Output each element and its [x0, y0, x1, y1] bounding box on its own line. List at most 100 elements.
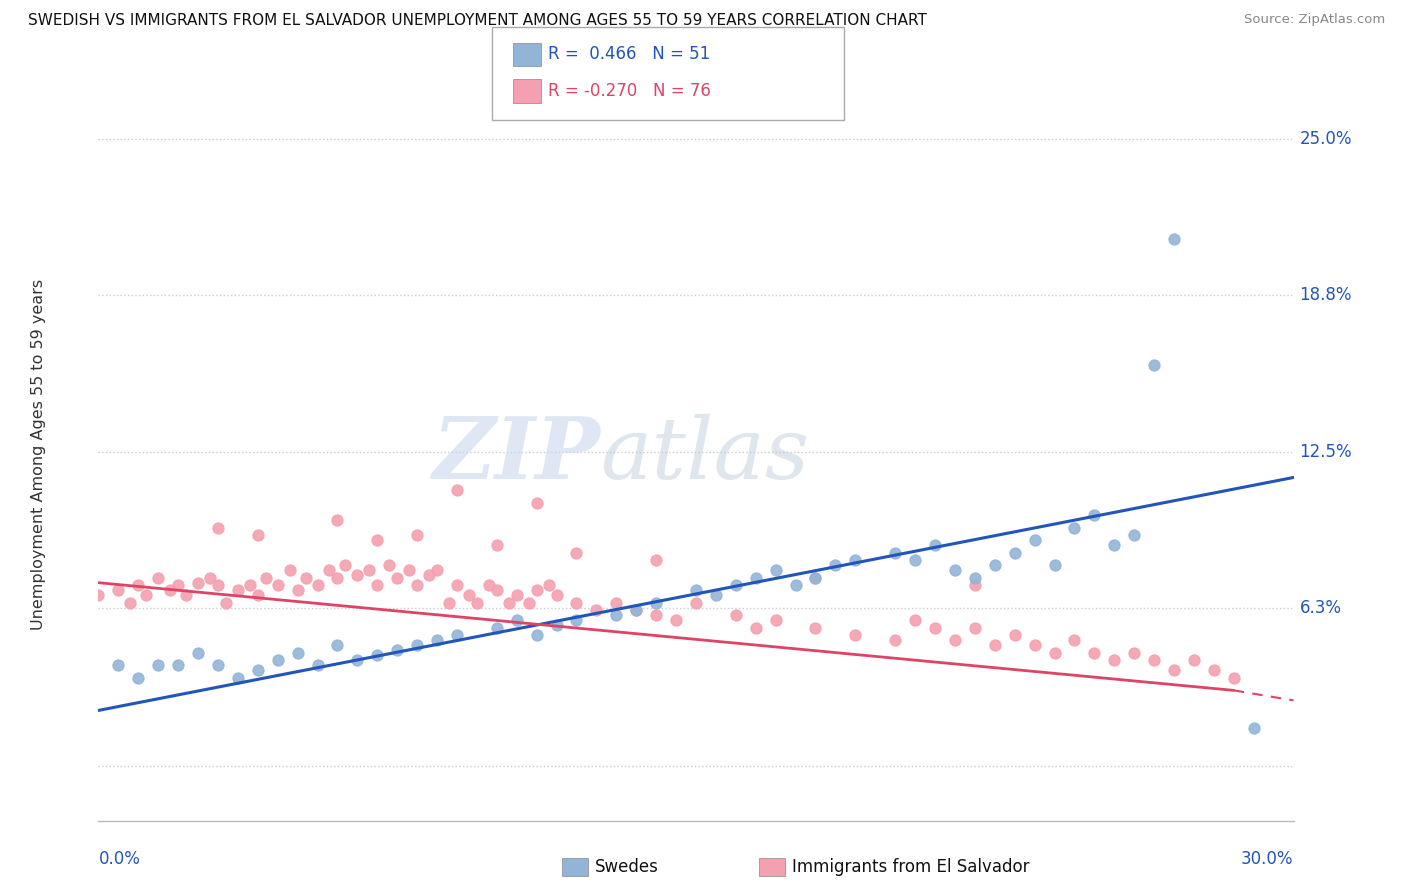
Point	[645, 608, 668, 623]
Point	[485, 583, 508, 598]
Point	[685, 596, 707, 610]
Point	[135, 588, 157, 602]
Point	[904, 553, 927, 567]
Point	[159, 583, 181, 598]
Point	[924, 538, 946, 552]
Point	[406, 528, 429, 542]
Point	[226, 671, 249, 685]
Point	[326, 513, 349, 527]
Text: Swedes: Swedes	[595, 858, 658, 876]
Point	[267, 653, 290, 667]
Point	[983, 638, 1005, 652]
Point	[924, 621, 946, 635]
Point	[246, 528, 269, 542]
Point	[1024, 533, 1046, 547]
Text: ZIP: ZIP	[433, 413, 600, 497]
Point	[498, 596, 520, 610]
Point	[346, 653, 368, 667]
Point	[326, 638, 349, 652]
Point	[287, 646, 309, 660]
Point	[943, 633, 966, 648]
Point	[127, 671, 149, 685]
Point	[215, 596, 238, 610]
Point	[446, 628, 468, 642]
Point	[246, 588, 269, 602]
Point	[824, 558, 846, 573]
Point	[506, 613, 529, 627]
Point	[884, 633, 907, 648]
Point	[724, 608, 747, 623]
Point	[426, 633, 449, 648]
Point	[1143, 653, 1166, 667]
Point	[207, 578, 229, 592]
Text: 12.5%: 12.5%	[1299, 443, 1353, 461]
Point	[1123, 646, 1146, 660]
Point	[366, 578, 388, 592]
Text: Unemployment Among Ages 55 to 59 years: Unemployment Among Ages 55 to 59 years	[31, 279, 46, 631]
Point	[398, 563, 420, 577]
Point	[1083, 646, 1105, 660]
Point	[406, 578, 429, 592]
Point	[745, 621, 768, 635]
Point	[307, 578, 329, 592]
Point	[904, 613, 927, 627]
Point	[724, 578, 747, 592]
Point	[565, 596, 588, 610]
Point	[685, 583, 707, 598]
Point	[465, 596, 488, 610]
Point	[765, 563, 787, 577]
Point	[844, 553, 866, 567]
Point	[120, 596, 142, 610]
Point	[804, 621, 827, 635]
Point	[278, 563, 301, 577]
Point	[1063, 633, 1085, 648]
Point	[446, 483, 468, 497]
Point	[385, 643, 409, 657]
Point	[326, 571, 349, 585]
Point	[148, 658, 170, 673]
Point	[943, 563, 966, 577]
Point	[267, 578, 290, 592]
Point	[526, 628, 548, 642]
Point	[565, 546, 588, 560]
Point	[546, 618, 568, 632]
Point	[565, 613, 588, 627]
Point	[346, 568, 368, 582]
Point	[1043, 558, 1066, 573]
Point	[1004, 546, 1026, 560]
Point	[458, 588, 481, 602]
Point	[884, 546, 907, 560]
Point	[385, 571, 409, 585]
Point	[107, 583, 129, 598]
Point	[287, 583, 309, 598]
Point	[963, 571, 986, 585]
Text: 30.0%: 30.0%	[1241, 850, 1294, 868]
Point	[963, 578, 986, 592]
Point	[506, 588, 529, 602]
Point	[1004, 628, 1026, 642]
Point	[1083, 508, 1105, 522]
Point	[1123, 528, 1146, 542]
Point	[1163, 664, 1185, 678]
Point	[624, 603, 647, 617]
Point	[148, 571, 170, 585]
Point	[745, 571, 768, 585]
Point	[366, 648, 388, 663]
Text: atlas: atlas	[600, 414, 810, 496]
Text: 18.8%: 18.8%	[1299, 285, 1353, 303]
Point	[765, 613, 787, 627]
Text: SWEDISH VS IMMIGRANTS FROM EL SALVADOR UNEMPLOYMENT AMONG AGES 55 TO 59 YEARS CO: SWEDISH VS IMMIGRANTS FROM EL SALVADOR U…	[28, 13, 927, 29]
Point	[378, 558, 401, 573]
Point	[335, 558, 357, 573]
Point	[366, 533, 388, 547]
Point	[198, 571, 221, 585]
Point	[1043, 646, 1066, 660]
Text: R =  0.466   N = 51: R = 0.466 N = 51	[548, 45, 710, 63]
Point	[294, 571, 316, 585]
Point	[804, 571, 827, 585]
Point	[418, 568, 440, 582]
Point	[318, 563, 340, 577]
Text: 0.0%: 0.0%	[98, 850, 141, 868]
Point	[359, 563, 381, 577]
Point	[1102, 653, 1125, 667]
